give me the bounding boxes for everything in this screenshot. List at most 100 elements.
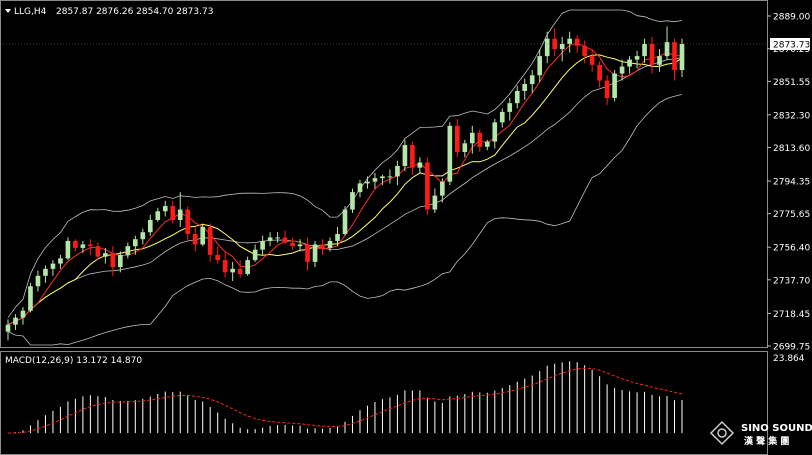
candle [267,232,273,247]
candle-body [507,103,513,112]
candle-body [245,260,250,275]
candle [200,223,206,247]
candle-body [380,176,385,179]
candle-body [455,125,460,153]
candle-body [43,268,48,276]
candle [469,125,475,154]
candle-body [604,80,610,98]
macd-panel[interactable]: MACD(12,26,9) 13.172 14.870 23.864 [0,351,805,455]
price-axis[interactable]: 2889.00 2870.25 2851.55 2832.30 2813.60 2794.… [767,13,810,353]
candle [387,169,393,184]
candle [567,31,572,53]
candle [612,70,617,102]
macd-histogram [14,361,683,434]
price-panel[interactable] [0,0,768,348]
candle [252,244,258,262]
candle-body [544,38,550,57]
candle [402,139,408,172]
price-tag-label: 2873.73 [773,41,810,51]
candle [477,129,483,153]
candle-body [222,260,228,273]
candle-body [342,209,348,234]
candle [327,237,333,252]
candle-body [365,181,370,184]
candle [305,237,310,271]
candle [440,178,445,203]
candle-body [305,244,310,262]
candle [110,246,116,276]
candle [43,265,48,283]
candle-body [582,45,587,57]
candle-body [147,220,153,233]
ohlc-values: 2857.87 2876.26 2854.70 2873.73 [56,7,213,17]
price-axis-label: 2718.45 [773,310,810,320]
candle [207,223,213,262]
price-axis-label: 2756.40 [773,244,810,254]
candle-body [282,237,288,243]
candle-body [177,209,183,221]
price-axis-label: 2775.65 [773,210,810,220]
candle [432,188,438,214]
candle-body [118,254,123,268]
logo-diamond-icon [709,420,735,446]
bollinger-middle-line [7,57,683,325]
candle [657,49,662,72]
candle-body [5,324,11,332]
price-axis-label: 2737.70 [773,276,810,286]
candle-body [589,56,595,65]
macd-header: MACD(12,26,9) 13.172 14.870 [5,356,142,366]
candle-body [567,38,572,44]
candle-body [447,125,453,182]
candle [552,28,558,57]
chart-header: LLG,H4 2857.87 2876.26 2854.70 2873.73 [5,7,213,17]
candle [125,242,131,259]
candle [237,260,243,278]
candle-body [522,84,528,91]
candle-body [275,237,280,239]
candle [282,230,288,245]
price-panel-border [0,0,768,348]
candle [73,239,78,252]
moving-averages [7,42,683,326]
macd-signal-line [7,367,683,434]
candle-body [35,275,41,287]
candle-body [103,253,108,257]
candle-body [207,226,213,255]
candle-body [50,263,56,269]
candle [5,319,11,341]
price-axis-label: 2889.00 [773,13,810,23]
candle [582,40,587,64]
candle-body [387,176,393,178]
candle [484,139,490,151]
candle [58,254,63,269]
candle [574,35,580,53]
candle [320,239,325,255]
candle-body [192,233,198,245]
candle-body [440,181,445,196]
candle [372,172,378,189]
candle [672,38,677,81]
candle-body [529,75,535,85]
candle [260,235,265,255]
candle [529,70,535,93]
candle [185,206,191,241]
candle [95,242,101,261]
candle-body [155,211,161,221]
candle-body [170,206,176,221]
candle [425,157,430,215]
candle [417,157,423,173]
candle [604,75,610,105]
candle [544,31,550,64]
candle-body [672,42,677,71]
candle [627,56,632,74]
candle [559,36,565,62]
candle [162,200,168,217]
candle [664,26,670,60]
candle [522,78,528,100]
dropdown-triangle-icon[interactable] [5,9,11,13]
candle-body [395,165,400,177]
candle-body [260,240,265,250]
candle-body [80,244,86,248]
candle [634,50,640,69]
